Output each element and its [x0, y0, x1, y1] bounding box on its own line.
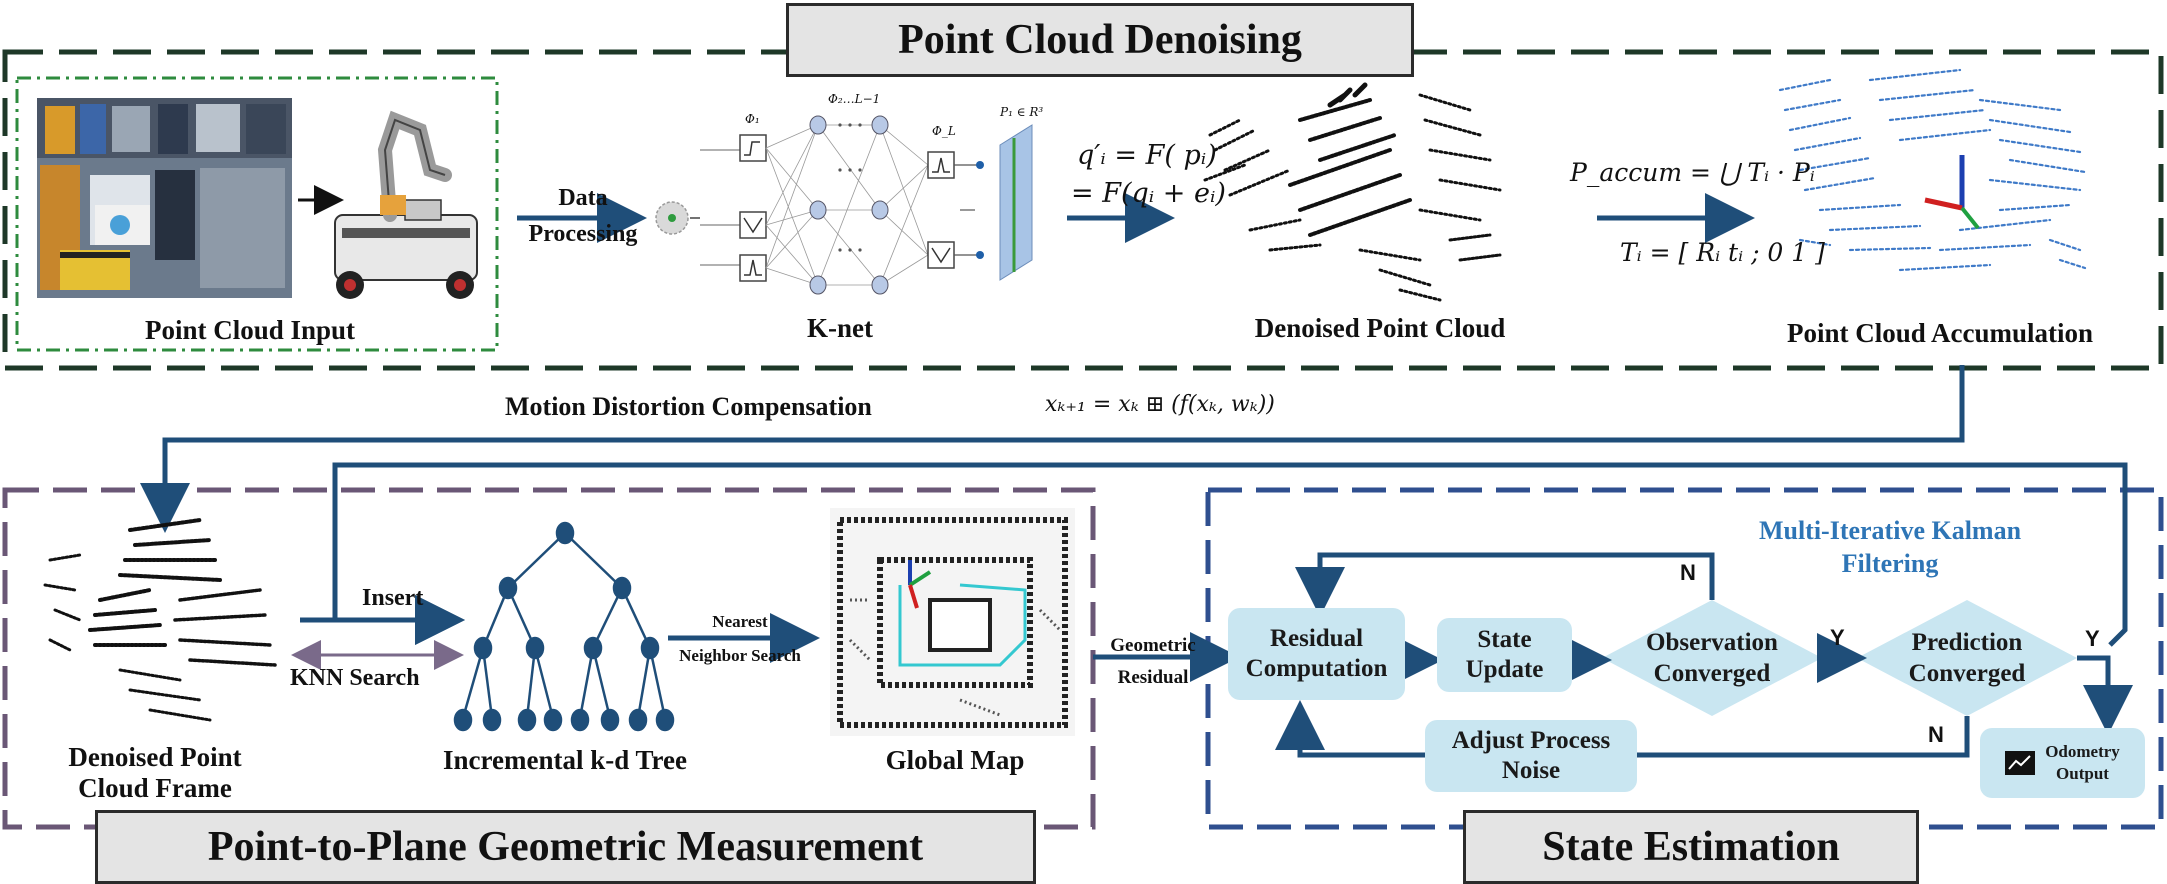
net-label-output: P₁ ∈ R³ [1000, 105, 1044, 119]
prediction-diamond [1857, 600, 2077, 716]
label-insert: Insert [362, 585, 424, 611]
kd-tree [453, 521, 675, 732]
label-knn-search: KNN Search [290, 665, 420, 691]
coordinate-axes-icon [1924, 155, 1980, 230]
accum-equation-line2: Tᵢ = [ Rᵢ tᵢ ; 0 1 ] [1620, 238, 1825, 267]
input-frame [15, 76, 499, 352]
knet-equation-line1: q′ᵢ = F( pᵢ) [1077, 140, 1217, 171]
net-label-phi2: Φ₂…L−1 [828, 92, 881, 106]
accum-equation-line1: P_accum = ⋃ Tᵢ · Pᵢ [1570, 158, 1815, 187]
accumulated-point-cloud [1778, 68, 2087, 272]
label-n-top: N [1680, 560, 1696, 585]
node-state-update: State Update [1437, 618, 1572, 692]
global-map [830, 508, 1075, 736]
point-cloud-frame [43, 518, 277, 722]
denoising-frame [2, 49, 2164, 371]
caption-point-cloud-input: Point Cloud Input [144, 315, 356, 345]
label-mikf: Multi-Iterative Kalman Filtering [1758, 516, 2022, 578]
caption-kd-tree: Incremental k-d Tree [443, 745, 687, 775]
label-nearest-neighbor: Nearest Neighbor Search [679, 612, 801, 665]
node-odometry-output: Odometry Output [1980, 728, 2145, 798]
title-denoising: Point Cloud Denoising [786, 3, 1414, 77]
net-label-phi1: Φ₁ [745, 112, 760, 126]
caption-point-cloud-accumulation: Point Cloud Accumulation [1786, 318, 2094, 348]
denoised-point-cloud [1203, 82, 1502, 302]
label-y-right: Y [2085, 626, 2100, 651]
title-measurement: Point-to-Plane Geometric Measurement [95, 810, 1036, 884]
odometry-label: Odometry Output [2045, 741, 2120, 783]
observation-diamond [1602, 600, 1822, 716]
label-n-bottom: N [1928, 722, 1944, 747]
knet-network [655, 115, 1033, 295]
lab-photo [37, 98, 292, 298]
net-label-phiL: Φ_L [932, 124, 956, 138]
caption-denoised-point-cloud: Denoised Point Cloud [1254, 313, 1506, 343]
text-observation-converged: Observation Converged [1646, 628, 1778, 687]
caption-point-cloud-frame: Denoised Point Cloud Frame [68, 742, 242, 804]
label-y-mid: Y [1830, 625, 1845, 650]
label-motion-distortion: Motion Distortion Compensation [505, 392, 872, 421]
node-residual-computation: Residual Computation [1228, 608, 1405, 700]
label-data-processing: Data Processing [528, 185, 638, 247]
knet-equation-line2: = F(qᵢ + eᵢ) [1071, 178, 1226, 209]
motion-compensation-path [140, 365, 1965, 533]
robot-illustration [334, 110, 478, 299]
caption-knet: K-net [807, 313, 873, 343]
node-adjust-process-noise: Adjust Process Noise [1425, 720, 1637, 792]
label-geometric-residual: Geometric Residual [1110, 635, 1196, 689]
text-prediction-converged: Prediction Converged [1908, 628, 2026, 687]
title-estimation: State Estimation [1463, 810, 1919, 884]
odometry-chart-icon [2005, 751, 2036, 775]
motion-equation: xₖ₊₁ = xₖ ⊞ (f(xₖ, wₖ)) [1045, 392, 1275, 417]
caption-global-map: Global Map [885, 745, 1025, 775]
